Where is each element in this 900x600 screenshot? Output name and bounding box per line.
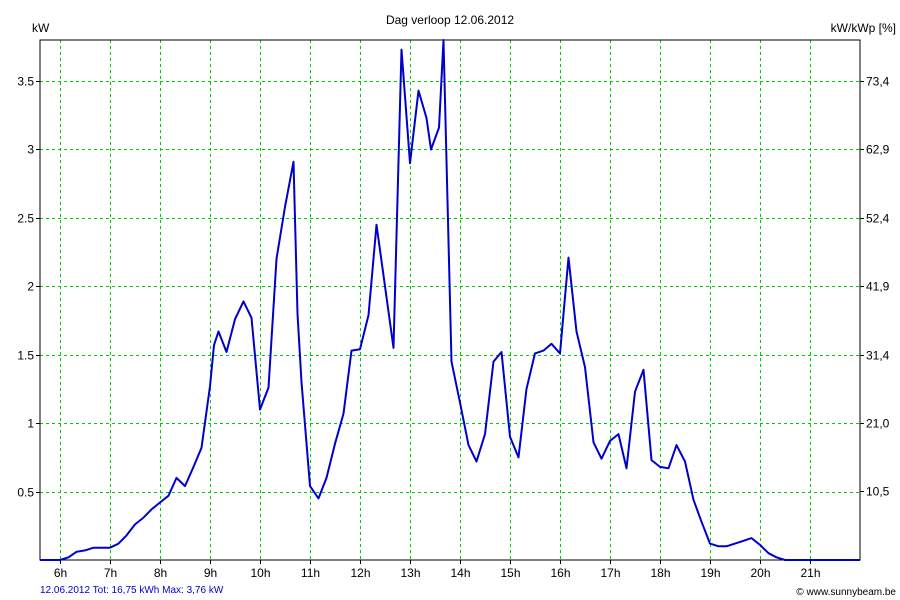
y-tick-label-left: 3 [27,143,34,157]
x-tick-label: 6h [54,566,67,580]
y-tick-label-left: 0.5 [17,486,34,500]
tick-layer [36,81,864,564]
grid-layer [40,40,860,560]
x-tick-label: 19h [700,566,720,580]
y-tick-label-left: 1.5 [17,349,34,363]
x-tick-label: 8h [154,566,167,580]
y-tick-label-left: 2 [27,280,34,294]
y-tick-label-left: 2.5 [17,212,34,226]
y-tick-label-right: 62,9 [866,143,890,157]
plot-frame [39,39,861,561]
y-tick-label-left: 3.5 [17,75,34,89]
y-tick-label-right: 73,4 [866,75,890,89]
y-tick-label-right: 10,5 [866,485,890,499]
x-tick-label: 16h [550,566,570,580]
x-tick-label: 15h [500,566,520,580]
x-tick-label: 11h [301,566,320,580]
x-tick-label: 21h [800,566,820,580]
y-tick-label-left: 1 [27,417,34,431]
x-tick-label: 7h [104,566,117,580]
y-tick-label-right: 31,4 [866,349,890,363]
x-tick-label: 10h [250,566,270,580]
x-tick-label: 13h [400,566,420,580]
chart-title: Dag verloop 12.06.2012 [386,13,514,27]
x-tick-label: 17h [600,566,620,580]
y-tick-label-right: 21,0 [866,417,890,431]
footer-summary: 12.06.2012 Tot: 16,75 kWh Max: 3,76 kW [40,585,224,596]
y-tick-label-right: 41,9 [866,280,890,294]
label-layer: 6h 7h 8h 9h 10h 11h 12h 13h 14h 15h 16h 17h 18h 19h 20… [17,75,889,581]
y-axis-left-label: kW [32,21,50,35]
y-tick-label-right: 52,4 [866,212,890,226]
series-line-power [40,39,860,561]
x-tick-label: 20h [750,566,770,580]
x-tick-label: 12h [350,566,370,580]
x-tick-label: 18h [650,566,670,580]
footer-copyright: © www.sunnybeam.be [796,587,896,598]
y-axis-right-label: kW/kWp [%] [831,21,896,35]
x-tick-label: 9h [204,566,217,580]
x-tick-label: 14h [450,566,470,580]
